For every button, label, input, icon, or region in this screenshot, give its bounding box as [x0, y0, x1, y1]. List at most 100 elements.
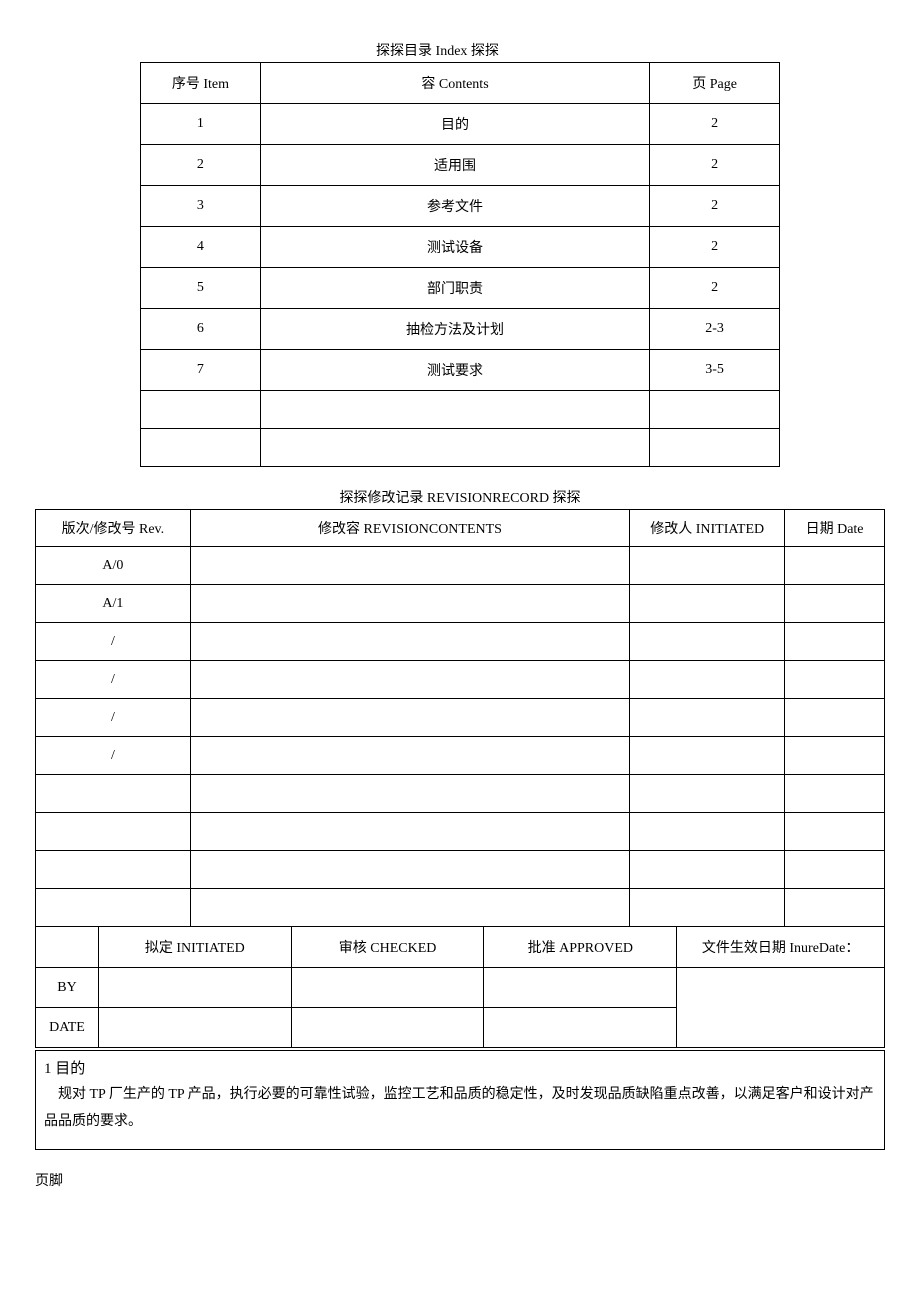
cell-item: 2	[141, 145, 261, 186]
cell-contents	[190, 813, 629, 851]
index-table: 序号 Item 容 Contents 页 Page 1目的2 2适用围2 3参考…	[140, 62, 780, 467]
cell-rev	[36, 813, 191, 851]
cell-item: 5	[141, 268, 261, 309]
cell-page: 2-3	[650, 309, 780, 350]
cell-rev: /	[36, 737, 191, 775]
cell-item: 3	[141, 186, 261, 227]
table-row: 5部门职责2	[141, 268, 780, 309]
section-heading: 1 目的	[44, 1057, 876, 1078]
revision-header-initiated: 修改人 INITIATED	[630, 510, 785, 547]
cell-contents	[190, 851, 629, 889]
table-row	[36, 775, 885, 813]
cell-item: 4	[141, 227, 261, 268]
cell-page: 3-5	[650, 350, 780, 391]
cell-page	[650, 429, 780, 467]
index-title: 探探目录 Index 探探	[135, 40, 740, 60]
cell-contents	[190, 623, 629, 661]
cell-page: 2	[650, 268, 780, 309]
table-row: 7测试要求3-5	[141, 350, 780, 391]
approval-header-inure: 文件生效日期 InureDate：	[677, 927, 885, 968]
cell-item: 1	[141, 104, 261, 145]
cell-date	[785, 775, 885, 813]
index-header-item: 序号 Item	[141, 63, 261, 104]
table-row: 3参考文件2	[141, 186, 780, 227]
table-row: /	[36, 737, 885, 775]
table-row: /	[36, 699, 885, 737]
cell-date	[785, 661, 885, 699]
cell-date	[785, 547, 885, 585]
cell-contents	[190, 889, 629, 927]
cell-contents: 部门职责	[260, 268, 649, 309]
cell-initiated	[630, 623, 785, 661]
cell-initiated	[630, 585, 785, 623]
approval-header-initiated: 拟定 INITIATED	[98, 927, 291, 968]
table-row: 6抽检方法及计划2-3	[141, 309, 780, 350]
cell-contents	[190, 547, 629, 585]
cell-rev: /	[36, 623, 191, 661]
approval-by-approved	[484, 968, 677, 1008]
cell-item	[141, 429, 261, 467]
approval-date-approved	[484, 1008, 677, 1048]
cell-rev: A/0	[36, 547, 191, 585]
cell-contents: 测试要求	[260, 350, 649, 391]
cell-initiated	[630, 661, 785, 699]
approval-by-checked	[291, 968, 484, 1008]
table-row: 2适用围2	[141, 145, 780, 186]
index-header-row: 序号 Item 容 Contents 页 Page	[141, 63, 780, 104]
table-row: 4测试设备2	[141, 227, 780, 268]
cell-contents	[190, 775, 629, 813]
index-header-page: 页 Page	[650, 63, 780, 104]
cell-item: 7	[141, 350, 261, 391]
approval-inure-cell	[677, 968, 885, 1048]
cell-contents: 测试设备	[260, 227, 649, 268]
cell-initiated	[630, 775, 785, 813]
approval-blank-corner	[36, 927, 99, 968]
cell-contents: 参考文件	[260, 186, 649, 227]
cell-rev	[36, 775, 191, 813]
cell-page	[650, 391, 780, 429]
cell-contents	[190, 585, 629, 623]
approval-header-approved: 批准 APPROVED	[484, 927, 677, 968]
page-footer: 页脚	[35, 1170, 885, 1190]
approval-table: 拟定 INITIATED 审核 CHECKED 批准 APPROVED 文件生效…	[35, 926, 885, 1048]
revision-header-date: 日期 Date	[785, 510, 885, 547]
cell-contents: 目的	[260, 104, 649, 145]
approval-date-checked	[291, 1008, 484, 1048]
table-row	[141, 391, 780, 429]
table-row: /	[36, 661, 885, 699]
cell-date	[785, 889, 885, 927]
cell-rev	[36, 851, 191, 889]
cell-date	[785, 851, 885, 889]
cell-contents	[260, 429, 649, 467]
cell-rev: A/1	[36, 585, 191, 623]
revision-body: A/0 A/1 / / / /	[36, 547, 885, 927]
cell-contents	[190, 661, 629, 699]
section-body: 规对 TP 厂生产的 TP 产品，执行必要的可靠性试验，监控工艺和品质的稳定性，…	[44, 1082, 876, 1135]
cell-page: 2	[650, 145, 780, 186]
approval-by-row: BY	[36, 968, 885, 1008]
cell-date	[785, 699, 885, 737]
approval-label-by: BY	[36, 968, 99, 1008]
table-row: A/1	[36, 585, 885, 623]
table-row	[36, 851, 885, 889]
cell-item	[141, 391, 261, 429]
cell-rev	[36, 889, 191, 927]
index-header-contents: 容 Contents	[260, 63, 649, 104]
table-row	[36, 889, 885, 927]
cell-initiated	[630, 813, 785, 851]
cell-initiated	[630, 699, 785, 737]
cell-date	[785, 623, 885, 661]
cell-rev: /	[36, 699, 191, 737]
cell-page: 2	[650, 227, 780, 268]
cell-initiated	[630, 851, 785, 889]
cell-page: 2	[650, 186, 780, 227]
section-purpose: 1 目的 规对 TP 厂生产的 TP 产品，执行必要的可靠性试验，监控工艺和品质…	[35, 1050, 885, 1150]
cell-date	[785, 585, 885, 623]
revision-header-contents: 修改容 REVISIONCONTENTS	[190, 510, 629, 547]
approval-header-checked: 审核 CHECKED	[291, 927, 484, 968]
cell-contents: 适用围	[260, 145, 649, 186]
table-row	[141, 429, 780, 467]
approval-by-initiated	[98, 968, 291, 1008]
revision-table: 版次/修改号 Rev. 修改容 REVISIONCONTENTS 修改人 INI…	[35, 509, 885, 927]
index-body: 1目的2 2适用围2 3参考文件2 4测试设备2 5部门职责2 6抽检方法及计划…	[141, 104, 780, 467]
